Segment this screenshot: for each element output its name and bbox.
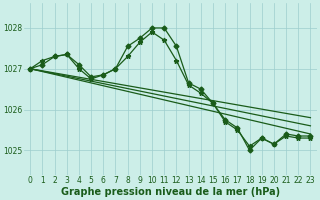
X-axis label: Graphe pression niveau de la mer (hPa): Graphe pression niveau de la mer (hPa) bbox=[61, 187, 280, 197]
